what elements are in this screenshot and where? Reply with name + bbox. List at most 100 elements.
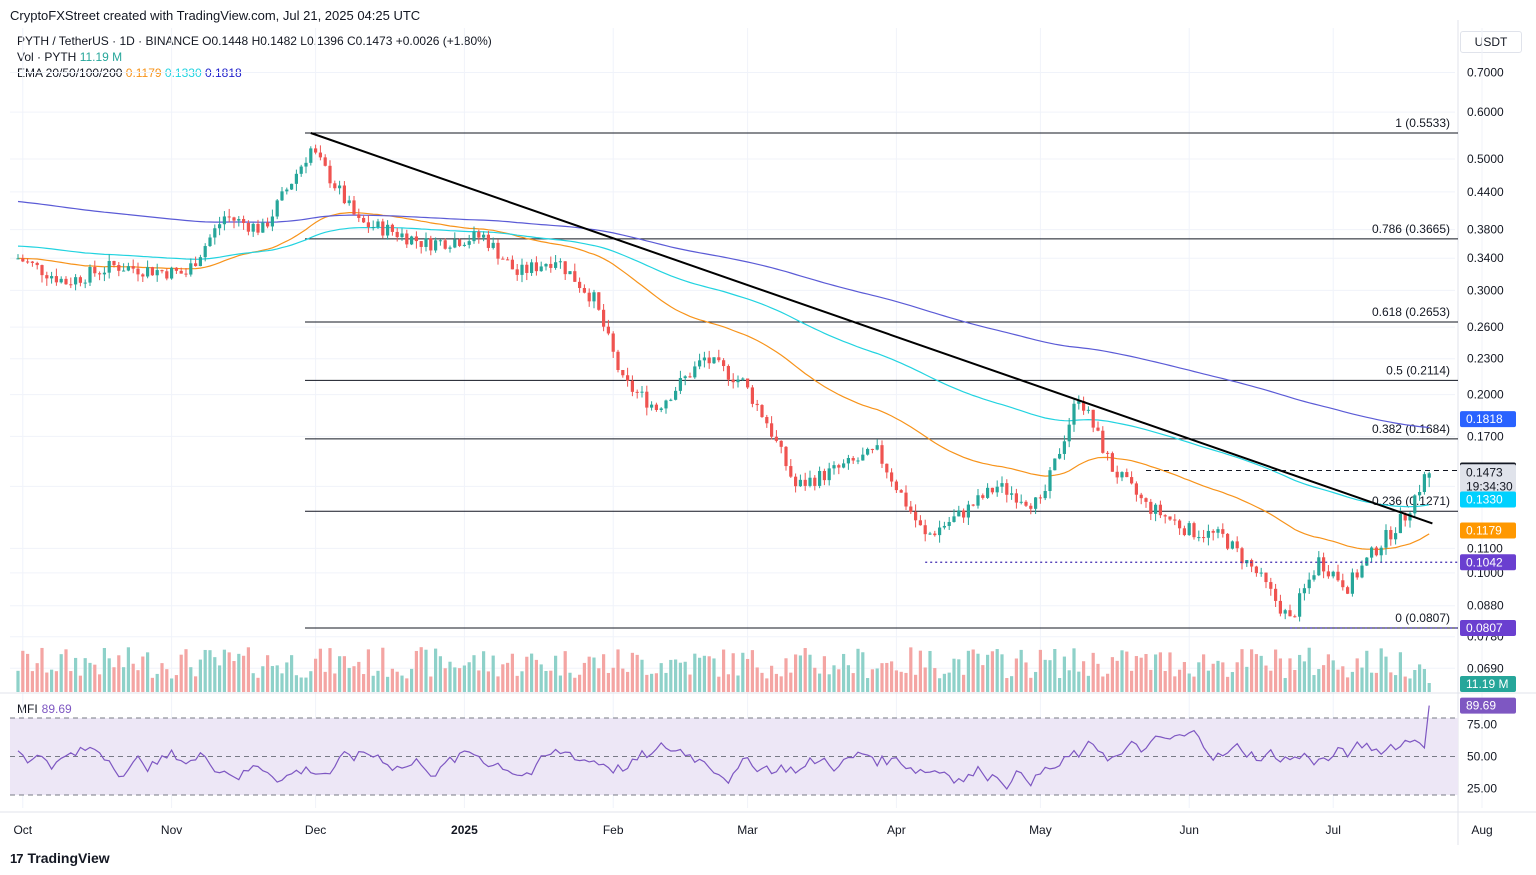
volume-bar — [1120, 650, 1124, 692]
volume-bar — [1370, 672, 1374, 692]
candle-body — [654, 404, 658, 410]
candle-body — [976, 495, 980, 506]
series-legend: PYTH / TetherUS · 1D · BINANCE O0.1448 H… — [17, 33, 492, 81]
volume-bar — [150, 677, 154, 692]
candle-body — [1202, 537, 1206, 539]
candle-body — [112, 260, 116, 266]
candle-body — [875, 445, 879, 450]
candle-body — [741, 378, 745, 380]
volume-bar — [1091, 652, 1095, 692]
tradingview-logo[interactable]: 17 TradingView — [10, 850, 110, 866]
volume-bar — [1000, 654, 1004, 692]
candle-body — [434, 240, 438, 251]
volume-bar — [410, 668, 414, 692]
candle-body — [419, 241, 423, 247]
volume-bar — [275, 665, 279, 692]
volume-bar — [1216, 660, 1220, 692]
volume-value: 11.19 M — [79, 50, 123, 64]
volume-bar — [294, 675, 298, 692]
candle-body — [381, 221, 385, 236]
candle-body — [717, 357, 721, 361]
volume-bar — [765, 678, 769, 692]
volume-bar — [1077, 671, 1081, 692]
candle-body — [1283, 610, 1287, 614]
volume-bar — [597, 668, 601, 692]
y-tick-label: 0.2300 — [1467, 352, 1504, 366]
mfi-label[interactable]: MFI — [17, 702, 38, 716]
candle-body — [616, 351, 620, 370]
candle-body — [1014, 493, 1018, 503]
volume-bar — [1010, 676, 1014, 692]
fib-level-label: 1 (0.5533) — [1395, 116, 1450, 130]
candle-body — [530, 262, 534, 273]
candle-body — [582, 288, 586, 293]
volume-bar — [477, 670, 481, 692]
volume-bar — [506, 662, 510, 692]
candle-body — [222, 216, 226, 225]
volume-bar — [602, 654, 606, 692]
currency-selector[interactable]: USDT — [1460, 31, 1522, 53]
volume-bar — [1235, 662, 1239, 692]
candle-body — [1298, 593, 1302, 617]
candle-body — [947, 521, 951, 526]
volume-bar — [78, 675, 82, 692]
volume-bar — [16, 670, 20, 692]
volume-bar — [309, 671, 313, 692]
candle-body — [952, 516, 956, 522]
volume-bar — [712, 658, 716, 692]
candle-body — [491, 242, 495, 248]
volume-bar — [986, 654, 990, 692]
y-tick-label: 0.3800 — [1467, 223, 1504, 237]
candle-body — [1024, 501, 1028, 506]
candle-body — [1072, 403, 1076, 425]
candle-body — [424, 238, 428, 247]
volume-bar — [683, 661, 687, 692]
y-tick-label: 0.1100 — [1467, 541, 1503, 555]
candle-body — [1125, 472, 1129, 478]
candle-body — [304, 162, 308, 167]
volume-bar — [213, 657, 217, 692]
candle-body — [429, 238, 433, 251]
volume-bar — [1192, 676, 1196, 692]
y-tick-label: 0.3400 — [1467, 251, 1504, 265]
mfi-badge — [1460, 697, 1516, 714]
candle-body — [1106, 452, 1110, 454]
price-badge-label: 0.1818 — [1466, 412, 1503, 426]
volume-bar — [640, 659, 644, 692]
candle-body — [482, 234, 486, 238]
candle-body — [986, 487, 990, 498]
candle-body — [1000, 483, 1004, 487]
volume-label[interactable]: Vol · PYTH — [17, 50, 77, 64]
volume-bar — [746, 658, 750, 692]
candle-body — [1010, 493, 1014, 495]
candle-body — [246, 222, 250, 232]
candle-body — [1293, 616, 1297, 618]
volume-bar — [203, 649, 207, 692]
volume-bar — [669, 659, 673, 692]
volume-bar — [1293, 670, 1297, 692]
candle-body — [1134, 483, 1138, 495]
volume-bar — [1096, 663, 1100, 692]
candle-body — [448, 247, 452, 249]
volume-bar — [285, 662, 289, 692]
volume-bar — [1053, 648, 1057, 692]
price-badge — [1460, 522, 1516, 539]
volume-bar — [174, 675, 178, 692]
volume-bar — [832, 665, 836, 692]
mfi-legend: MFI 89.69 — [17, 702, 72, 716]
x-tick-label: Mar — [737, 823, 758, 837]
candle-body — [309, 148, 313, 163]
x-tick-label: Jul — [1326, 823, 1341, 837]
volume-bar — [386, 676, 390, 692]
volume-bar — [1178, 669, 1182, 692]
symbol-name[interactable]: PYTH / TetherUS · 1D · BINANCE — [17, 34, 199, 48]
volume-bar — [280, 673, 284, 692]
candle-body — [923, 525, 927, 535]
candle-body — [333, 183, 337, 189]
volume-bar — [1154, 654, 1158, 692]
volume-bar — [122, 667, 126, 692]
volume-bar — [21, 650, 25, 692]
volume-badge-label: 11.19 M — [1466, 677, 1508, 691]
candle-body — [640, 391, 644, 393]
